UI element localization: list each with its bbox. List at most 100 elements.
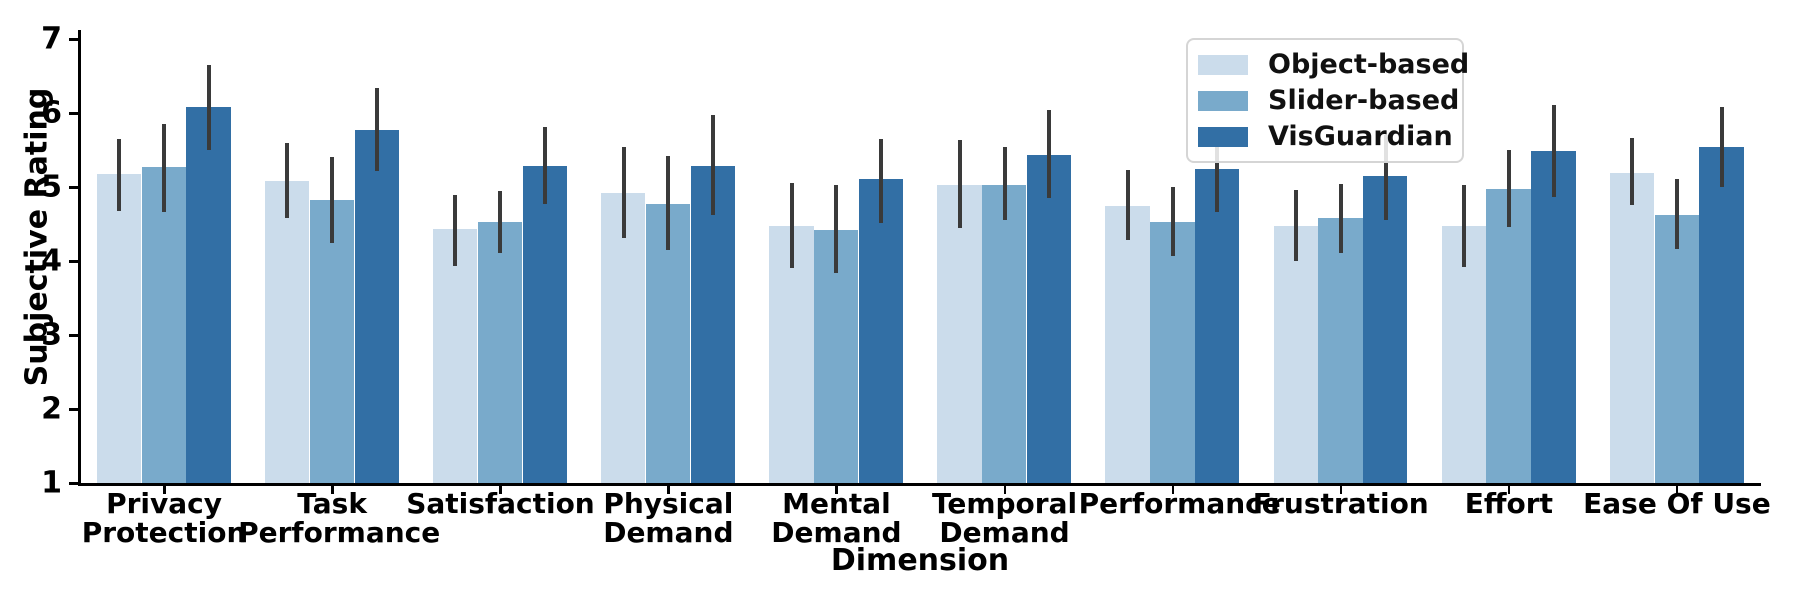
bar <box>186 107 231 483</box>
error-bar <box>162 124 167 213</box>
bar <box>1195 169 1240 483</box>
legend: Object-based Slider-based VisGuardian <box>1186 38 1469 163</box>
x-tick-label: Task Performance <box>238 487 441 550</box>
legend-item: VisGuardian <box>1198 123 1453 150</box>
x-tick-label: Effort <box>1464 487 1553 520</box>
x-axis-spine <box>78 483 1761 486</box>
bar <box>690 166 736 483</box>
y-tick-mark <box>69 260 78 263</box>
x-tick-label: Satisfaction <box>406 487 595 520</box>
y-tick-label: 5 <box>41 169 62 205</box>
x-tick-label: Physical Demand <box>603 487 734 550</box>
error-bar <box>1293 189 1298 261</box>
bar <box>477 221 523 483</box>
x-tick-mark <box>331 485 334 494</box>
error-bar <box>711 115 716 216</box>
x-tick-mark <box>835 485 838 494</box>
legend-label: VisGuardian <box>1268 121 1453 152</box>
bar <box>141 167 186 483</box>
error-bar <box>621 147 626 239</box>
legend-item: Object-based <box>1198 51 1469 78</box>
x-tick-mark <box>499 485 502 494</box>
legend-label: Slider-based <box>1268 85 1460 116</box>
error-bar <box>666 155 671 250</box>
bar <box>858 178 904 483</box>
bar <box>1026 155 1072 483</box>
x-tick-mark <box>1339 485 1343 494</box>
error-bar <box>879 138 884 224</box>
error-bar <box>206 64 211 150</box>
error-bar <box>117 138 122 211</box>
error-bar <box>1383 135 1388 221</box>
y-tick-mark <box>69 408 78 411</box>
error-bar <box>330 156 335 244</box>
bar <box>1609 172 1655 483</box>
x-tick-mark <box>163 485 166 494</box>
x-tick-label: Ease Of Use <box>1583 487 1771 520</box>
bar <box>645 204 691 483</box>
error-bar <box>1630 138 1635 205</box>
bar <box>1531 150 1576 483</box>
y-tick-label: 3 <box>41 317 62 353</box>
y-axis-spine <box>78 30 81 485</box>
bar <box>982 184 1027 483</box>
error-bar <box>1506 150 1511 227</box>
x-tick-label: Frustration <box>1252 487 1429 520</box>
error-bar <box>285 143 290 219</box>
error-bar <box>1002 147 1007 221</box>
legend-item: Slider-based <box>1198 87 1459 114</box>
x-tick-mark <box>667 485 670 494</box>
x-tick-label: Temporal Demand <box>931 487 1078 550</box>
x-tick-label: Privacy Protection <box>81 487 247 550</box>
x-tick-label: Performance <box>1078 487 1281 520</box>
x-axis-label: Dimension <box>830 543 1010 578</box>
bar <box>1654 215 1699 483</box>
y-tick-mark <box>69 38 78 41</box>
bar <box>264 181 310 483</box>
bar <box>1699 147 1744 483</box>
error-bar <box>1551 104 1556 198</box>
bar <box>769 226 814 483</box>
error-bar <box>1719 107 1724 187</box>
legend-swatch <box>1198 54 1248 75</box>
error-bar <box>374 87 379 171</box>
error-bar <box>1338 184 1343 253</box>
error-bar <box>789 183 794 268</box>
y-tick-label: 7 <box>41 21 62 57</box>
bar <box>1486 189 1531 483</box>
y-tick-label: 4 <box>41 243 62 279</box>
x-tick-label: Mental Demand <box>771 487 902 550</box>
bar <box>1318 218 1363 483</box>
error-bar <box>834 184 839 273</box>
bar <box>937 184 982 483</box>
bar <box>1273 226 1318 483</box>
x-tick-mark <box>1675 485 1679 494</box>
y-tick-mark <box>69 334 78 337</box>
y-tick-label: 1 <box>41 465 62 501</box>
bar <box>1441 226 1486 483</box>
error-bar <box>1215 141 1220 213</box>
error-bar <box>1674 178 1679 250</box>
legend-swatch <box>1198 90 1248 111</box>
bar <box>601 192 646 483</box>
legend-label: Object-based <box>1268 49 1470 80</box>
x-tick-mark <box>1171 485 1175 494</box>
bar <box>96 174 142 483</box>
error-bar <box>957 139 962 228</box>
y-tick-mark <box>69 112 78 115</box>
error-bar <box>453 195 458 267</box>
error-bar <box>1170 187 1175 256</box>
bar <box>309 200 355 483</box>
bar <box>433 229 478 483</box>
x-tick-mark <box>1507 485 1511 494</box>
y-tick-label: 2 <box>41 391 62 427</box>
bar <box>1105 206 1150 483</box>
error-bar <box>1462 184 1467 267</box>
bar <box>1363 175 1408 483</box>
bar <box>1150 221 1195 483</box>
error-bar <box>498 190 503 253</box>
error-bar <box>543 127 548 204</box>
legend-swatch <box>1198 126 1248 147</box>
y-tick-mark <box>69 482 78 485</box>
